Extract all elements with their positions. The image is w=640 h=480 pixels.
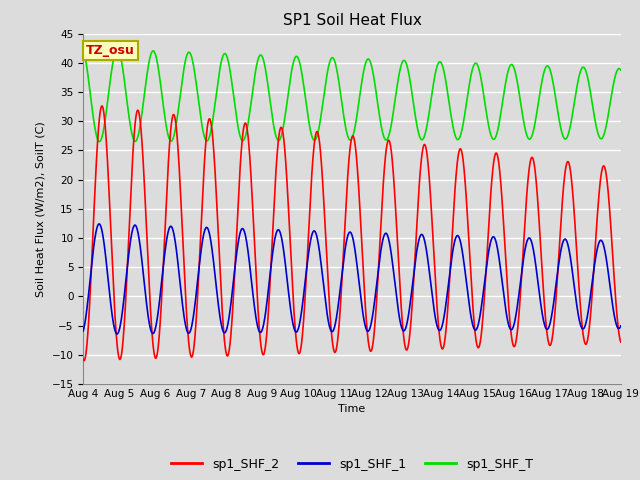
Text: TZ_osu: TZ_osu	[86, 44, 134, 57]
Title: SP1 Soil Heat Flux: SP1 Soil Heat Flux	[283, 13, 421, 28]
Legend: sp1_SHF_2, sp1_SHF_1, sp1_SHF_T: sp1_SHF_2, sp1_SHF_1, sp1_SHF_T	[166, 453, 538, 476]
X-axis label: Time: Time	[339, 405, 365, 414]
Y-axis label: Soil Heat Flux (W/m2), SoilT (C): Soil Heat Flux (W/m2), SoilT (C)	[36, 121, 46, 297]
